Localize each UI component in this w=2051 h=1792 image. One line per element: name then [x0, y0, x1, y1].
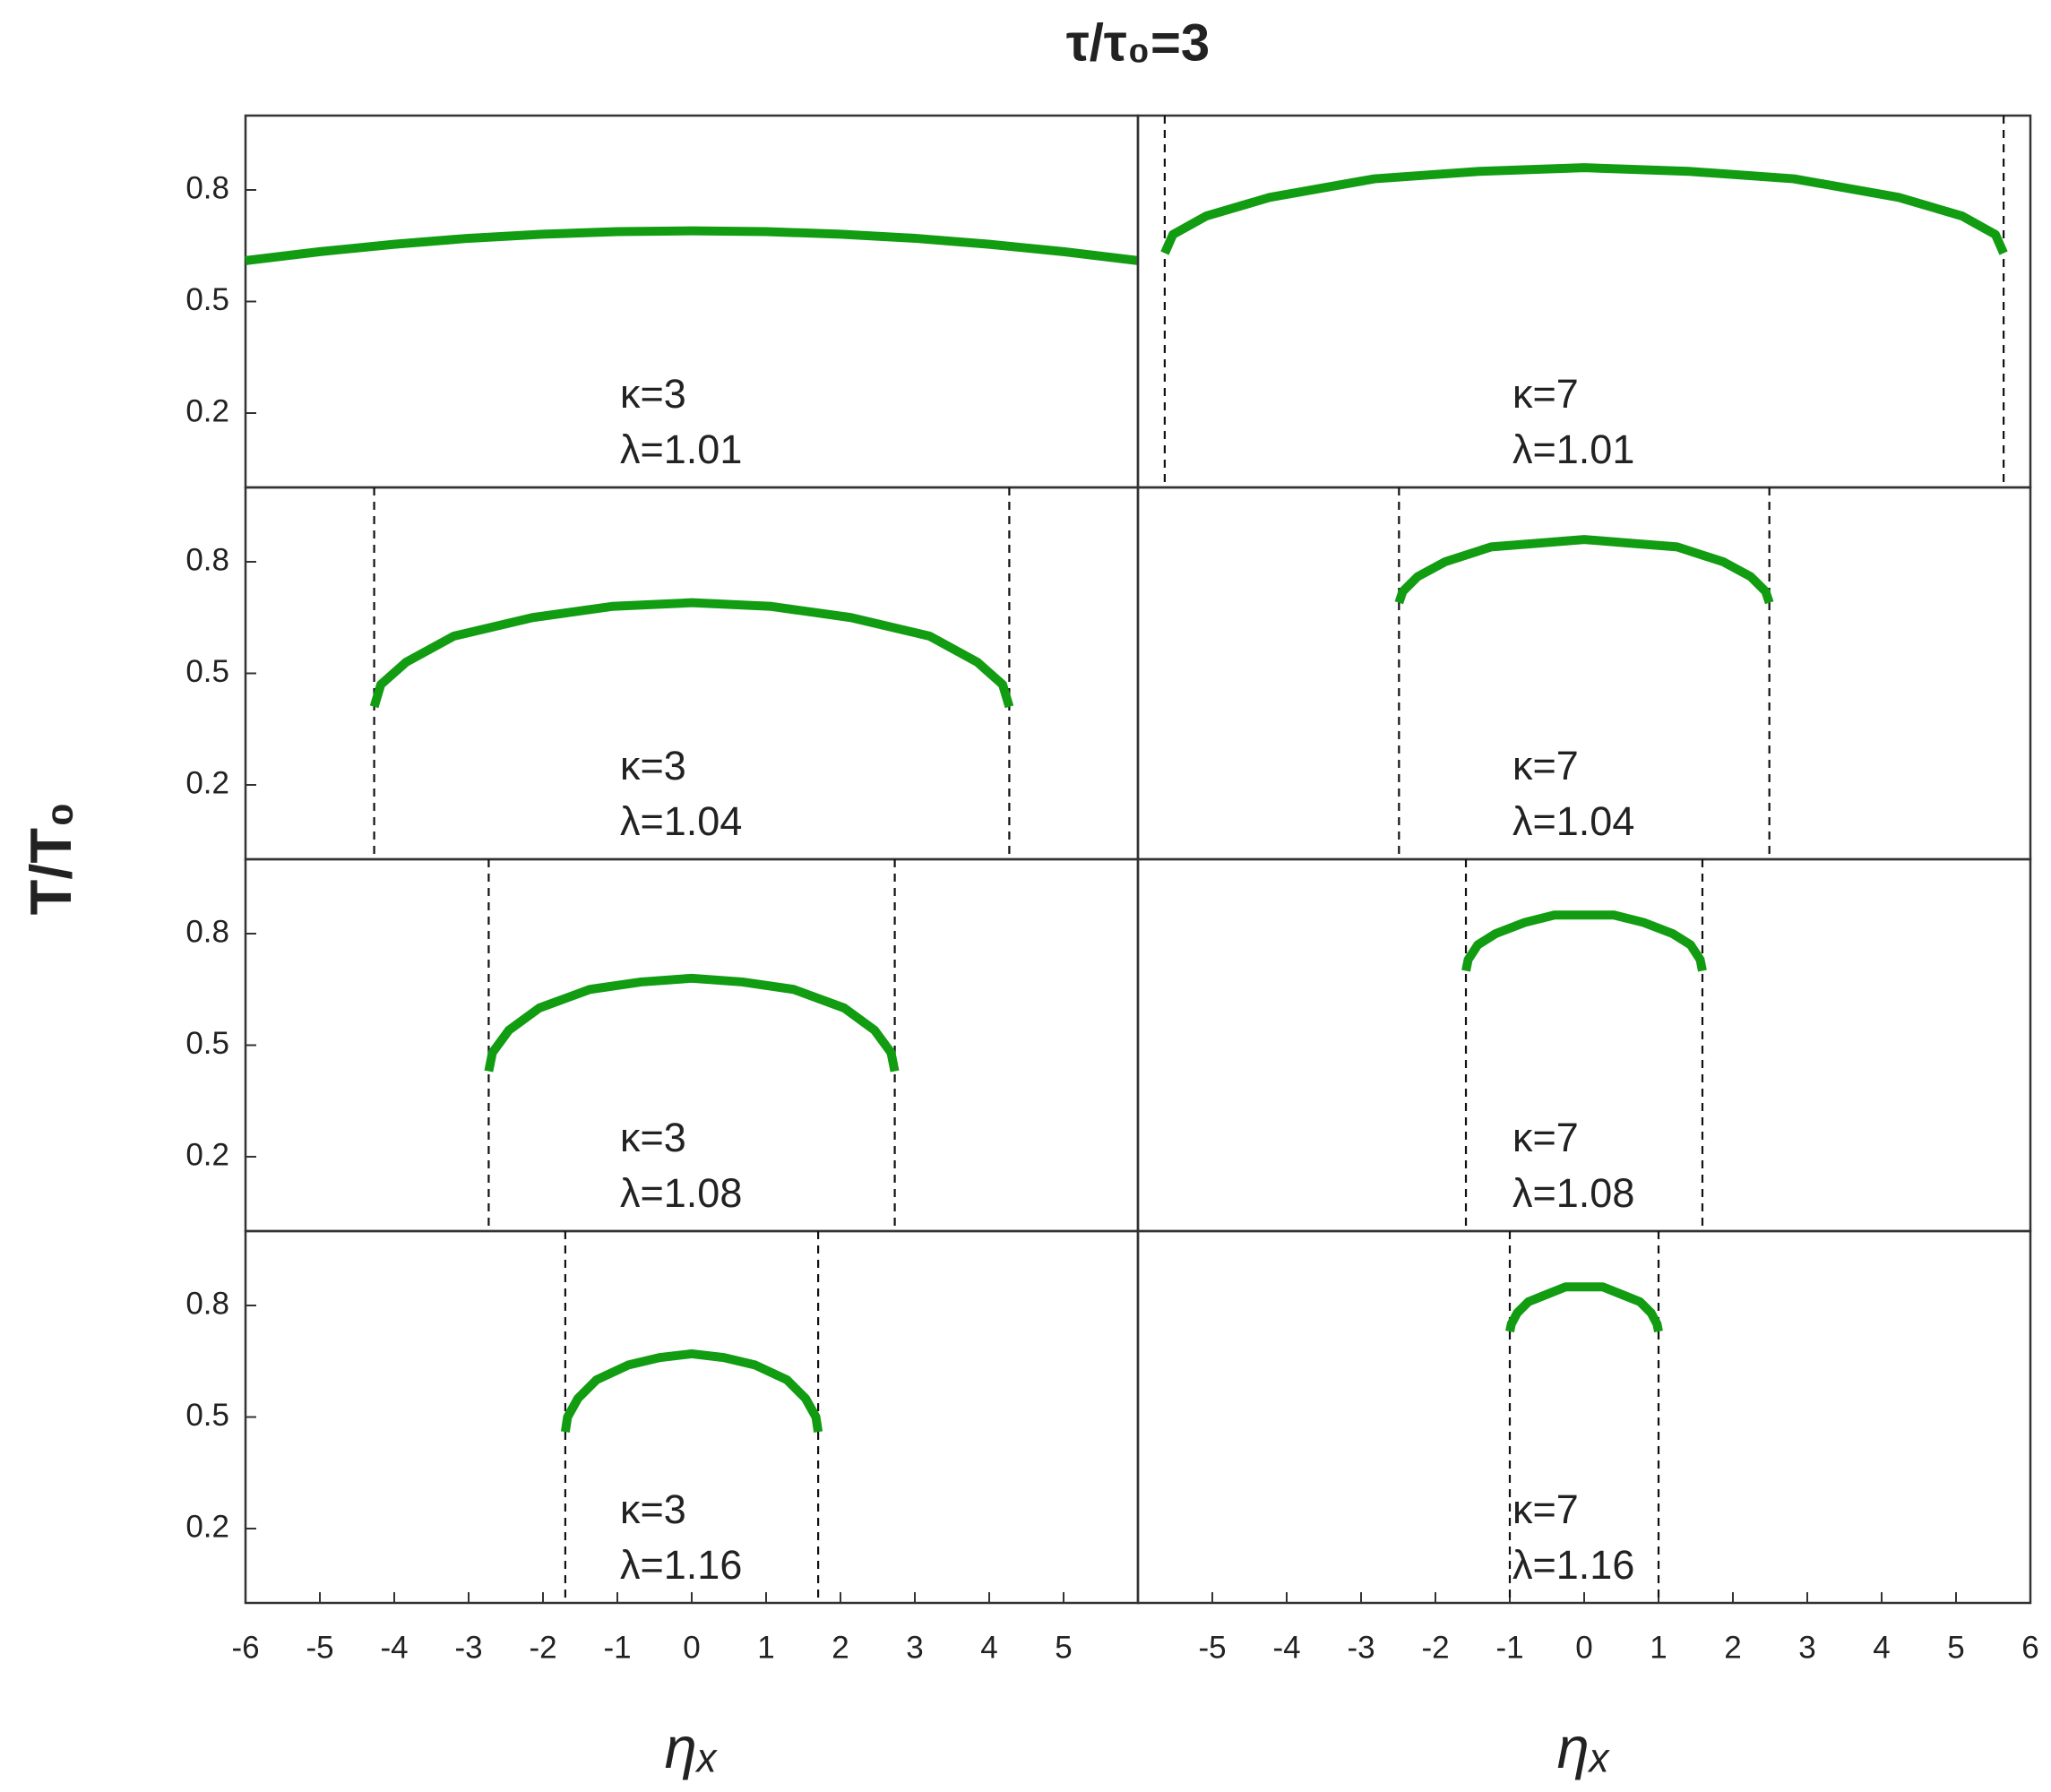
y-tick-label: 0.2	[185, 765, 229, 800]
y-tick-label: 0.2	[185, 1137, 229, 1172]
annotation: λ=1.01	[1512, 426, 1634, 472]
x-tick-label: 4	[1873, 1630, 1890, 1665]
x-tick-label: 4	[980, 1630, 997, 1665]
annotation: λ=1.08	[1512, 1170, 1634, 1216]
annotation: κ=7	[1512, 1115, 1579, 1160]
x-tick-label: 1	[757, 1630, 774, 1665]
x-tick-label: -4	[380, 1630, 408, 1665]
y-tick-label: 0.5	[185, 282, 229, 317]
x-tick-label: -3	[454, 1630, 482, 1665]
x-tick-label: -5	[306, 1630, 333, 1665]
y-axis-label: T/T₀	[18, 802, 83, 916]
annotation: κ=3	[620, 1115, 686, 1160]
annotation: λ=1.16	[620, 1542, 742, 1588]
y-tick-label: 0.5	[185, 1026, 229, 1061]
annotation: κ=7	[1512, 743, 1579, 788]
y-tick-label: 0.5	[185, 654, 229, 689]
annotation: κ=7	[1512, 1486, 1579, 1532]
y-tick-label: 0.8	[185, 1286, 229, 1321]
x-tick-label: -1	[603, 1630, 631, 1665]
x-tick-label: 5	[1947, 1630, 1964, 1665]
curve	[1461, 910, 1707, 972]
x-tick-label: -4	[1272, 1630, 1300, 1665]
y-tick-label: 0.2	[185, 393, 229, 428]
y-tick-label: 0.2	[185, 1509, 229, 1544]
annotation: λ=1.04	[620, 798, 742, 844]
x-tick-label: -1	[1495, 1630, 1523, 1665]
annotation: κ=3	[620, 371, 686, 417]
x-axis-label: ηₓ	[665, 1715, 720, 1780]
annotation: κ=3	[620, 1486, 686, 1532]
y-tick-label: 0.8	[185, 542, 229, 577]
y-tick-label: 0.5	[185, 1398, 229, 1433]
annotation: λ=1.01	[620, 426, 742, 472]
annotation: κ=3	[620, 743, 686, 788]
x-tick-label: -3	[1347, 1630, 1375, 1665]
curve	[1505, 1282, 1663, 1333]
annotation: λ=1.08	[620, 1170, 742, 1216]
x-tick-label: 3	[1798, 1630, 1815, 1665]
annotation: λ=1.04	[1512, 798, 1634, 844]
annotation: λ=1.16	[1512, 1542, 1634, 1588]
x-tick-label: 5	[1055, 1630, 1072, 1665]
y-tick-label: 0.8	[185, 170, 229, 205]
x-tick-label: -2	[1421, 1630, 1449, 1665]
x-axis-label: ηₓ	[1557, 1715, 1612, 1780]
x-tick-label: 0	[1575, 1630, 1592, 1665]
curve	[245, 226, 1139, 265]
y-tick-label: 0.8	[185, 914, 229, 949]
x-tick-label: -5	[1198, 1630, 1226, 1665]
x-tick-label: 2	[832, 1630, 849, 1665]
annotation: κ=7	[1512, 371, 1579, 417]
curve	[1160, 163, 2008, 255]
x-tick-label: -6	[231, 1630, 259, 1665]
x-tick-label: 0	[683, 1630, 700, 1665]
figure-title: τ/τ₀=3	[1066, 13, 1210, 72]
curve	[560, 1348, 823, 1433]
x-tick-label: 6	[2021, 1630, 2038, 1665]
curve	[484, 973, 900, 1073]
curve	[369, 598, 1014, 709]
x-tick-label: 2	[1724, 1630, 1741, 1665]
curve	[1394, 535, 1774, 605]
x-tick-label: 3	[906, 1630, 923, 1665]
x-tick-label: 1	[1650, 1630, 1667, 1665]
x-tick-label: -2	[529, 1630, 556, 1665]
